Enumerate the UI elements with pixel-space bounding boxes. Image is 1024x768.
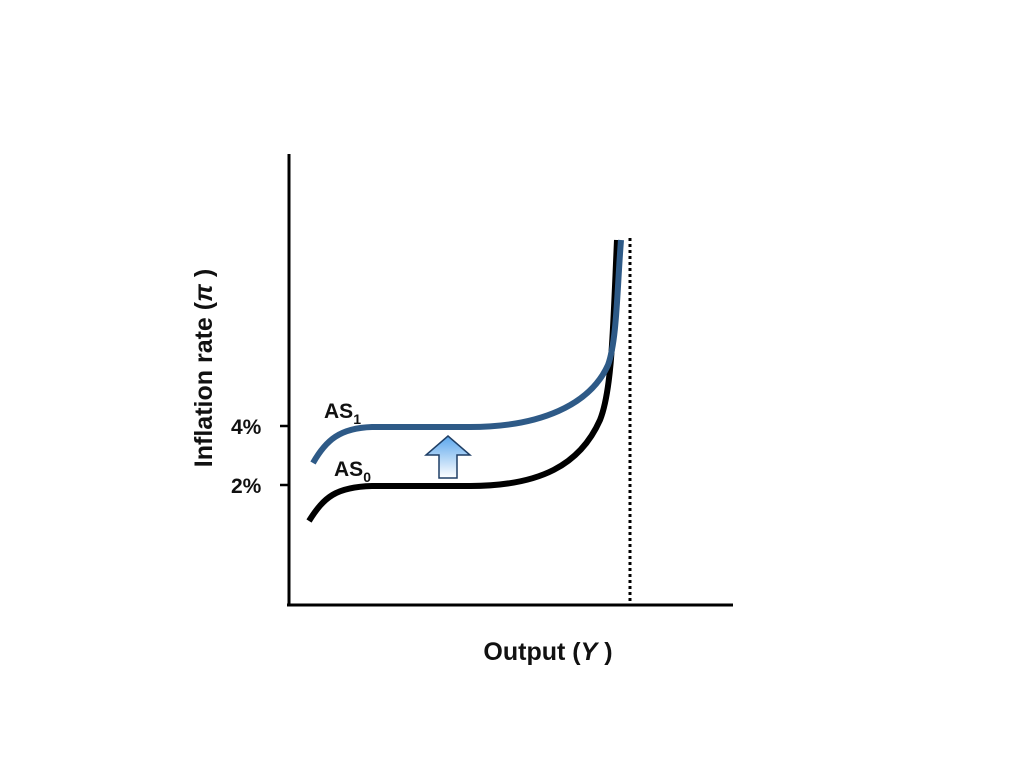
y-tick-label-4: 4% — [231, 416, 262, 439]
series-label-as0-subscript: 0 — [363, 469, 371, 485]
series-label-as0: AS0 — [334, 458, 371, 485]
y-axis-label: Inflation rate (π ) — [190, 269, 218, 467]
y-tick-label-2: 2% — [231, 475, 262, 498]
series-label-as1: AS1 — [324, 400, 361, 427]
shift-up-arrow — [423, 435, 473, 479]
x-axis-label: Output (Y ) — [483, 638, 612, 666]
series-label-as1-subscript: 1 — [353, 411, 361, 427]
series-as1-curve — [310, 239, 624, 465]
